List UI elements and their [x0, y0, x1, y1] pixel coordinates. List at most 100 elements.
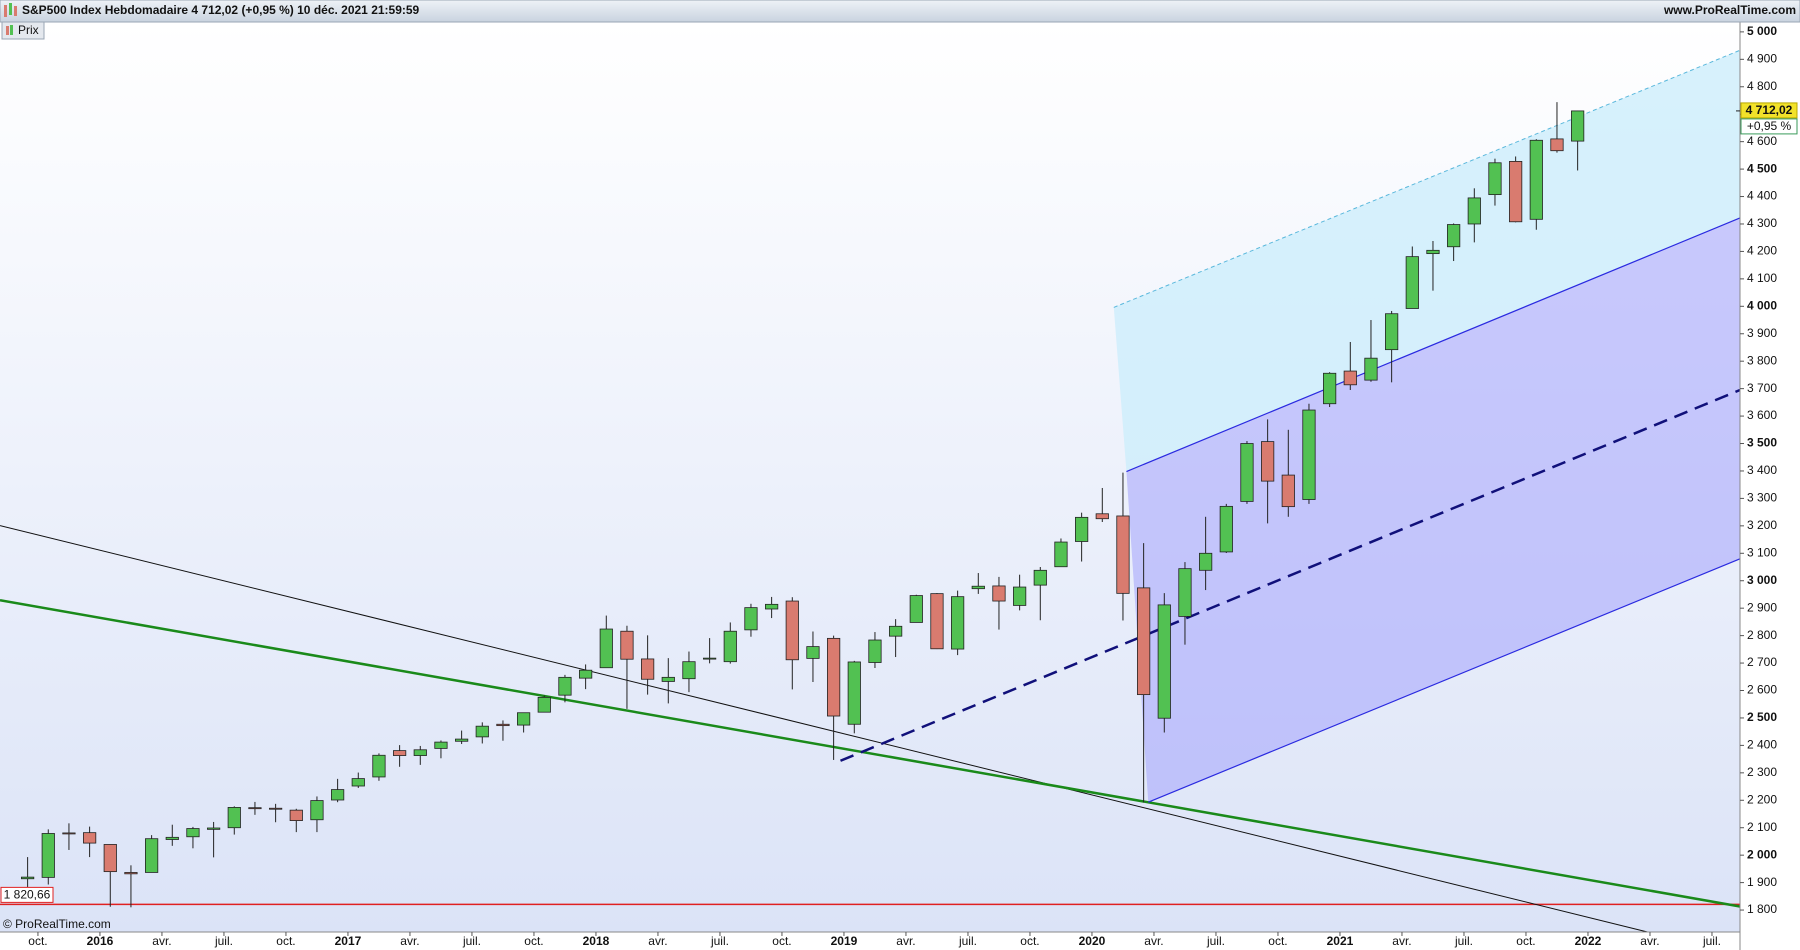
support-label-box: [0, 886, 54, 903]
x-tick-label: avr.: [400, 934, 419, 948]
trend-line: [1148, 558, 1741, 803]
y-tick-label: 2 500: [1747, 710, 1777, 724]
candle-body: [1385, 313, 1399, 351]
x-tick-label: avr.: [648, 934, 667, 948]
x-tick-label: avr.: [896, 934, 915, 948]
y-tick-label: 1 900: [1747, 875, 1777, 889]
candle-body: [517, 712, 531, 726]
candle-body: [1157, 604, 1171, 719]
candle-body: [1033, 569, 1047, 586]
last-price-label: 4 712,02: [1746, 103, 1793, 117]
candle-body: [951, 596, 965, 650]
source: www.ProRealTime.com: [1663, 3, 1796, 17]
candle-body: [703, 657, 717, 660]
x-tick-label: juil.: [1454, 934, 1473, 948]
candle-body: [661, 676, 675, 682]
y-tick-label: 4 200: [1747, 244, 1777, 258]
y-axis-background: [1740, 22, 1800, 950]
y-tick-label: 3 400: [1747, 463, 1777, 477]
legend-label[interactable]: Prix: [18, 23, 39, 37]
candle-body: [1426, 249, 1440, 255]
candle-body: [1302, 409, 1316, 500]
candle-body: [558, 676, 572, 696]
candle-body: [269, 807, 283, 810]
candle-body: [145, 838, 159, 873]
candle-body: [620, 630, 634, 660]
copyright: © ProRealTime.com: [3, 917, 111, 931]
candle-body: [930, 593, 944, 650]
candle-body: [992, 585, 1006, 602]
candle-body: [1116, 515, 1130, 594]
x-tick-label: 2017: [335, 934, 362, 948]
candle-body: [1509, 161, 1523, 223]
trend-line: [0, 598, 1741, 908]
candle-body: [393, 750, 407, 756]
trend-line: [1126, 217, 1741, 473]
candle-body: [310, 800, 324, 821]
y-tick-label: 4 100: [1747, 271, 1777, 285]
candle-body: [1013, 586, 1027, 606]
candle-body: [351, 778, 365, 787]
candle-body: [124, 872, 138, 875]
y-tick-label: 3 900: [1747, 326, 1777, 340]
header-bar: [0, 0, 1800, 23]
candle-body: [1054, 541, 1068, 568]
candle-body: [889, 625, 903, 637]
x-tick-label: oct.: [1020, 934, 1039, 948]
candle-body: [827, 637, 841, 717]
x-tick-label: juil.: [462, 934, 481, 948]
candle-body: [868, 639, 882, 663]
x-tick-label: 2022: [1575, 934, 1602, 948]
candle-body: [165, 836, 179, 840]
x-tick-label: avr.: [152, 934, 171, 948]
y-tick-label: 3 800: [1747, 353, 1777, 367]
x-tick-label: juil.: [214, 934, 233, 948]
legend-icon: [10, 25, 13, 35]
x-tick-label: oct.: [772, 934, 791, 948]
candle-body: [1075, 516, 1089, 542]
candle-body: [1447, 224, 1461, 248]
channel-fill: [1126, 217, 1740, 803]
candle-body: [1529, 139, 1543, 220]
candle-body: [1199, 552, 1213, 571]
y-tick-label: 2 400: [1747, 738, 1777, 752]
candle-body: [1405, 256, 1419, 309]
candle-body: [744, 607, 758, 631]
y-tick-label: 4 400: [1747, 189, 1777, 203]
candle-body: [599, 628, 613, 669]
candle-body: [434, 741, 448, 749]
candle-body: [41, 833, 55, 878]
legend-icon: [6, 26, 9, 35]
candle-body: [1219, 505, 1233, 553]
channel-fill: [1113, 50, 1740, 472]
y-tick-label: 2 200: [1747, 792, 1777, 806]
x-tick-label: 2016: [87, 934, 114, 948]
y-tick-label: 2 000: [1747, 847, 1777, 861]
x-tick-label: juil.: [1702, 934, 1721, 948]
x-tick-label: oct.: [1516, 934, 1535, 948]
x-tick-label: juil.: [710, 934, 729, 948]
candle-body: [1240, 443, 1254, 502]
x-tick-label: oct.: [28, 934, 47, 948]
candle-body: [62, 832, 76, 835]
candle-body: [1178, 568, 1192, 617]
x-tick-label: avr.: [1144, 934, 1163, 948]
y-tick-label: 4 900: [1747, 51, 1777, 65]
y-tick-label: 4 000: [1747, 298, 1777, 312]
candle-body: [1467, 197, 1481, 225]
header-icon: [4, 3, 17, 17]
candle-body: [1488, 162, 1502, 196]
y-tick-label: 2 100: [1747, 820, 1777, 834]
candle-body: [847, 661, 861, 725]
y-tick-label: 2 900: [1747, 600, 1777, 614]
candle-body: [1550, 138, 1564, 152]
x-tick-label: oct.: [276, 934, 295, 948]
candle-body: [537, 696, 551, 713]
y-tick-label: 3 200: [1747, 518, 1777, 532]
candle-body: [641, 658, 655, 680]
x-tick-label: 2019: [831, 934, 858, 948]
candle-body: [289, 809, 303, 821]
x-tick-label: oct.: [1268, 934, 1287, 948]
y-tick-label: 3 300: [1747, 491, 1777, 505]
